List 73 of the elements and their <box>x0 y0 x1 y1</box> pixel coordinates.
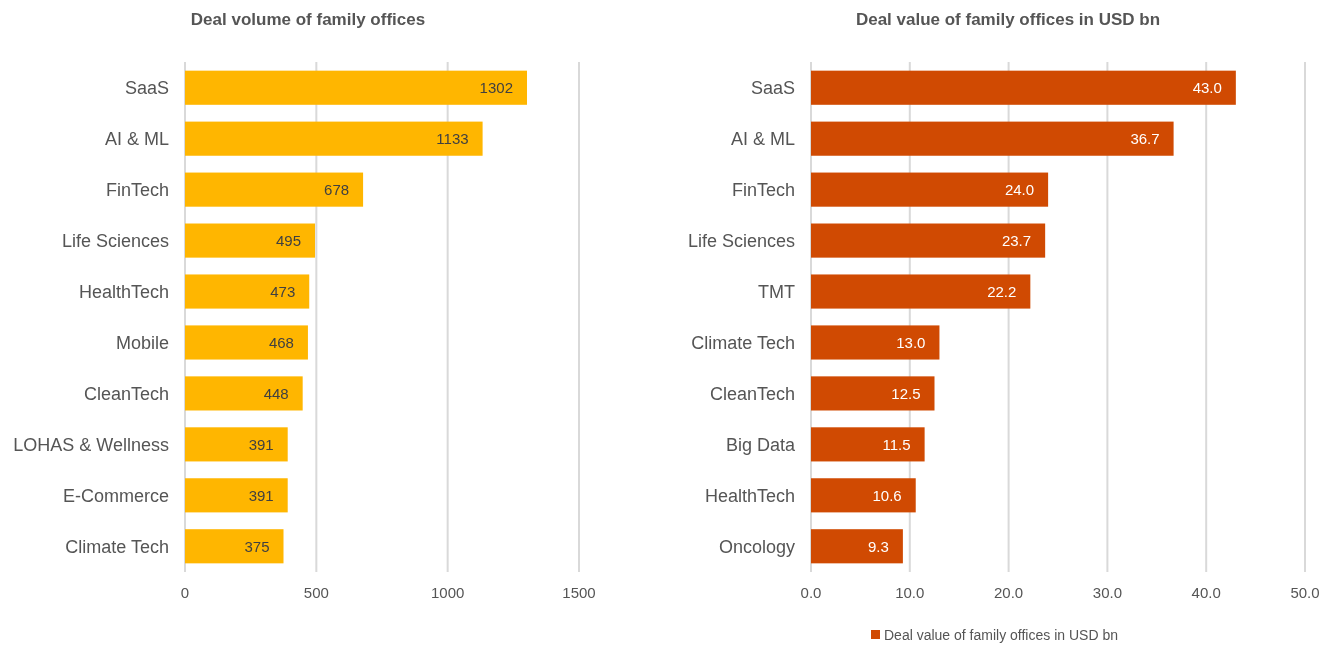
bar <box>185 172 364 207</box>
bar <box>185 529 284 564</box>
x-tick-label: 0 <box>180 584 190 601</box>
data-label: 24.0 <box>1004 180 1035 198</box>
bar <box>811 529 903 564</box>
y-tick-label: E-Commerce <box>62 485 169 506</box>
bar <box>185 325 308 360</box>
bar <box>185 478 288 513</box>
data-label: 12.5 <box>891 384 921 402</box>
y-tick-label: TMT <box>758 281 795 302</box>
data-label: 391 <box>248 435 274 453</box>
bar <box>811 70 1236 105</box>
data-label: 43.0 <box>1192 78 1222 96</box>
chart-title: Deal volume of family offices <box>190 10 426 29</box>
y-tick-label: AI & ML <box>104 128 169 149</box>
data-label: 678 <box>324 180 350 198</box>
x-tick-label: 30.0 <box>1092 584 1122 601</box>
bar <box>185 70 527 105</box>
data-label: 23.7 <box>1001 231 1032 249</box>
y-tick-label: Big Data <box>725 434 796 455</box>
y-tick-label: Climate Tech <box>65 536 169 557</box>
y-tick-label: AI & ML <box>730 128 795 149</box>
y-tick-label: Climate Tech <box>691 332 795 353</box>
y-tick-label: HealthTech <box>704 485 795 506</box>
x-tick-label: 40.0 <box>1191 584 1221 601</box>
data-label: 448 <box>263 384 289 402</box>
y-tick-label: SaaS <box>124 78 169 99</box>
data-label: 22.2 <box>987 282 1017 300</box>
bar <box>811 427 925 462</box>
y-tick-label: Life Sciences <box>687 230 795 251</box>
bar <box>185 376 303 411</box>
data-label: 391 <box>248 486 274 504</box>
bar <box>811 274 1031 309</box>
data-label: 495 <box>275 231 302 249</box>
data-label: 10.6 <box>872 486 902 504</box>
y-tick-label: FinTech <box>105 179 169 200</box>
bar <box>185 427 288 462</box>
y-tick-label: LOHAS & Wellness <box>13 434 169 455</box>
data-label: 375 <box>244 537 270 555</box>
data-label: 13.0 <box>896 333 926 351</box>
x-tick-label: 50.0 <box>1290 584 1320 601</box>
bar <box>811 172 1049 207</box>
y-tick-label: Mobile <box>115 332 169 353</box>
x-tick-label: 10.0 <box>895 584 925 601</box>
data-label: 1302 <box>479 78 513 96</box>
y-tick-label: HealthTech <box>78 281 169 302</box>
y-tick-label: Oncology <box>718 536 795 557</box>
data-label: 468 <box>268 333 294 351</box>
bar <box>811 223 1046 258</box>
data-label: 1133 <box>436 129 469 147</box>
data-label: 36.7 <box>1130 129 1160 147</box>
data-label: 11.5 <box>882 435 911 453</box>
y-tick-label: FinTech <box>731 179 795 200</box>
x-tick-label: 1000 <box>430 584 465 601</box>
y-tick-label: SaaS <box>750 78 795 99</box>
x-tick-label: 20.0 <box>994 584 1024 601</box>
x-tick-label: 1500 <box>562 584 596 601</box>
bar <box>811 478 916 513</box>
data-label: 9.3 <box>868 537 889 555</box>
data-label: 473 <box>270 282 296 300</box>
bar <box>811 325 940 360</box>
bar <box>811 376 935 411</box>
chart-title: Deal value of family offices in USD bn <box>855 10 1161 29</box>
y-tick-label: CleanTech <box>83 383 169 404</box>
x-tick-label: 500 <box>303 584 329 601</box>
bar <box>811 121 1174 156</box>
bar <box>185 223 316 258</box>
bar <box>185 274 310 309</box>
bar <box>185 121 483 156</box>
x-tick-label: 0.0 <box>800 584 822 601</box>
y-tick-label: CleanTech <box>709 383 795 404</box>
legend-label: Deal value of family offices in USD bn <box>884 626 1118 643</box>
y-tick-label: Life Sciences <box>61 230 169 251</box>
